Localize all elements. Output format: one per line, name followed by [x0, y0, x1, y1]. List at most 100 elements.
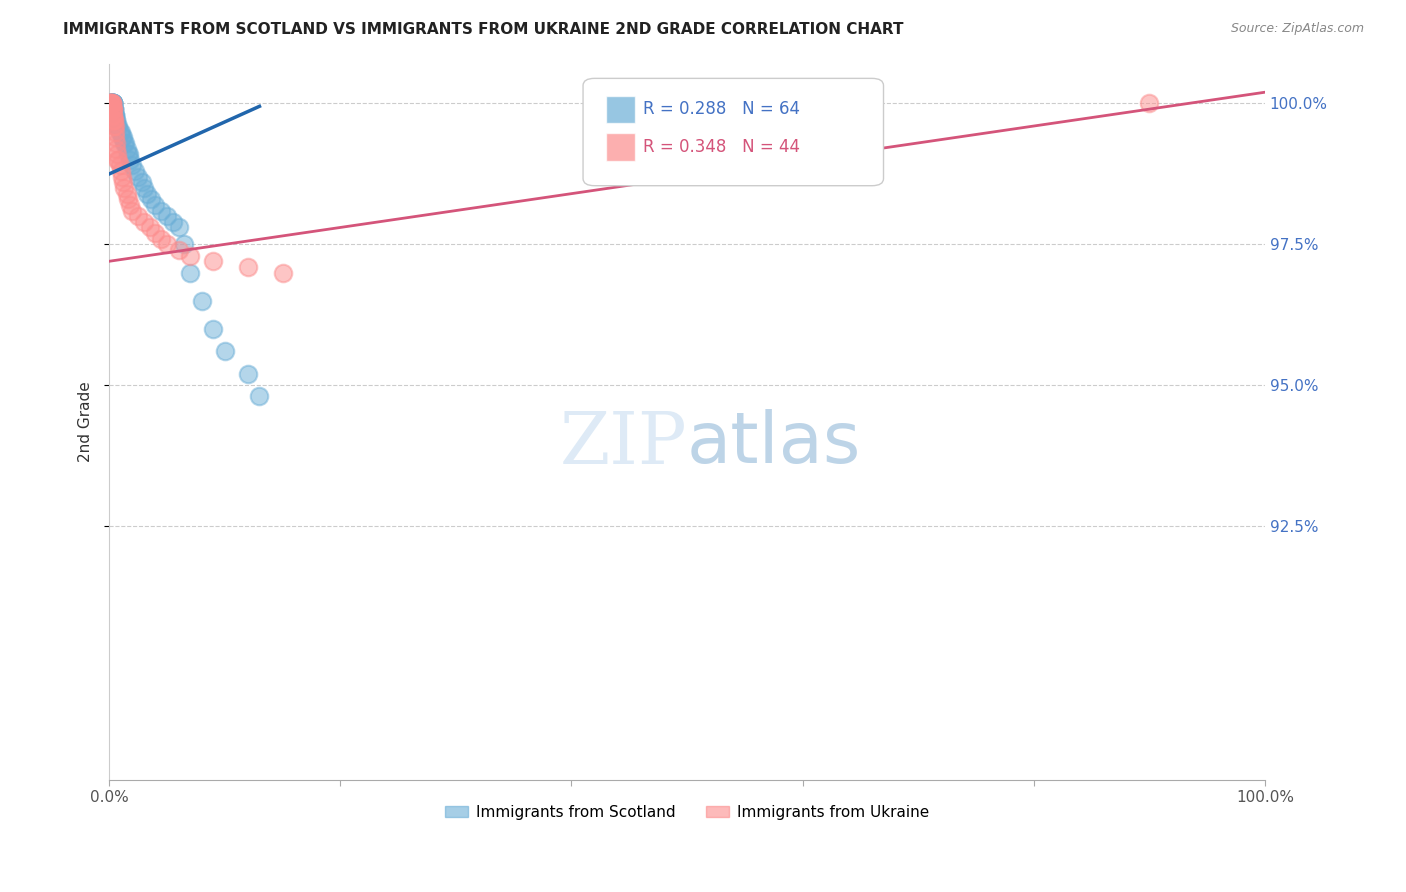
Point	[236, 367, 259, 381]
Text: R = 0.288   N = 64: R = 0.288 N = 64	[643, 100, 800, 118]
Point	[101, 102, 124, 116]
Point	[101, 96, 124, 111]
Y-axis label: 2nd Grade: 2nd Grade	[79, 382, 93, 462]
Point	[105, 113, 128, 128]
Point	[145, 226, 167, 240]
Point	[101, 113, 124, 128]
Point	[118, 153, 141, 167]
FancyBboxPatch shape	[606, 134, 636, 161]
Point	[115, 186, 138, 201]
Text: atlas: atlas	[688, 409, 862, 478]
Point	[236, 260, 259, 274]
Point	[150, 203, 173, 218]
Point	[100, 96, 122, 111]
Point	[101, 102, 124, 116]
FancyBboxPatch shape	[606, 95, 636, 123]
Text: R = 0.348   N = 44: R = 0.348 N = 44	[643, 138, 800, 156]
Point	[104, 119, 127, 133]
Text: Source: ZipAtlas.com: Source: ZipAtlas.com	[1230, 22, 1364, 36]
Point	[202, 322, 225, 336]
Point	[100, 96, 122, 111]
Point	[145, 198, 167, 212]
Point	[100, 96, 122, 111]
Point	[103, 102, 125, 116]
Point	[103, 113, 125, 128]
Point	[112, 136, 135, 150]
Point	[104, 113, 127, 128]
Point	[117, 147, 139, 161]
Point	[105, 136, 128, 150]
Point	[101, 96, 124, 111]
Point	[105, 142, 128, 156]
Point	[115, 142, 138, 156]
Point	[118, 147, 141, 161]
Point	[162, 215, 184, 229]
Point	[100, 96, 122, 111]
Point	[121, 159, 143, 173]
Point	[105, 119, 128, 133]
Point	[124, 164, 146, 178]
Point	[100, 96, 122, 111]
FancyBboxPatch shape	[583, 78, 883, 186]
Point	[100, 96, 122, 111]
Point	[100, 96, 122, 111]
Text: IMMIGRANTS FROM SCOTLAND VS IMMIGRANTS FROM UKRAINE 2ND GRADE CORRELATION CHART: IMMIGRANTS FROM SCOTLAND VS IMMIGRANTS F…	[63, 22, 904, 37]
Point	[167, 220, 190, 235]
Point	[111, 169, 134, 184]
Point	[101, 96, 124, 111]
Point	[139, 192, 162, 206]
Point	[131, 175, 153, 189]
Point	[1137, 96, 1160, 111]
Point	[105, 153, 128, 167]
Point	[156, 237, 179, 252]
Point	[108, 125, 131, 139]
Point	[100, 96, 122, 111]
Point	[117, 192, 139, 206]
Point	[107, 153, 129, 167]
Point	[132, 181, 155, 195]
Point	[100, 96, 122, 111]
Point	[103, 102, 125, 116]
Point	[111, 130, 134, 145]
Legend: Immigrants from Scotland, Immigrants from Ukraine: Immigrants from Scotland, Immigrants fro…	[439, 798, 935, 826]
Point	[101, 96, 124, 111]
Point	[100, 96, 122, 111]
Point	[107, 119, 129, 133]
Point	[104, 125, 127, 139]
Point	[100, 96, 122, 111]
Point	[105, 147, 128, 161]
Point	[121, 203, 143, 218]
Point	[132, 215, 155, 229]
Point	[112, 175, 135, 189]
Point	[100, 96, 122, 111]
Point	[101, 96, 124, 111]
Point	[214, 344, 236, 359]
Point	[101, 96, 124, 111]
Point	[190, 293, 212, 308]
Point	[179, 266, 201, 280]
Point	[104, 130, 127, 145]
Point	[114, 136, 136, 150]
Point	[100, 96, 122, 111]
Point	[104, 108, 127, 122]
Point	[249, 389, 271, 403]
Point	[103, 102, 125, 116]
Point	[100, 96, 122, 111]
Point	[103, 108, 125, 122]
Point	[103, 102, 125, 116]
Point	[101, 96, 124, 111]
Point	[100, 96, 122, 111]
Text: ZIP: ZIP	[560, 408, 688, 479]
Point	[156, 209, 179, 223]
Point	[118, 198, 141, 212]
Point	[136, 186, 159, 201]
Point	[100, 96, 122, 111]
Point	[104, 108, 127, 122]
Point	[100, 102, 122, 116]
Point	[105, 119, 128, 133]
Point	[110, 125, 132, 139]
Point	[179, 249, 201, 263]
Point	[167, 243, 190, 257]
Point	[112, 181, 135, 195]
Point	[271, 266, 294, 280]
